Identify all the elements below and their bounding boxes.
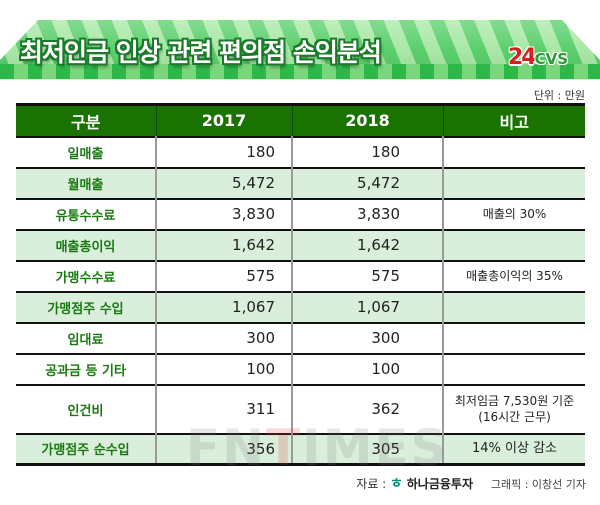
source-name: 하나금융투자 bbox=[406, 477, 474, 491]
row-note bbox=[442, 136, 585, 168]
table-row: 가맹점주 수입 1,067 1,067 bbox=[16, 291, 585, 323]
row-note bbox=[442, 353, 585, 385]
value-2017: 1,067 bbox=[155, 291, 292, 323]
column-header-2018: 2018 bbox=[291, 104, 443, 137]
row-note bbox=[442, 167, 585, 199]
table-row: 일매출 180 180 bbox=[16, 136, 585, 168]
row-note: 매출의 30% bbox=[442, 198, 585, 230]
row-category: 매출총이익 bbox=[55, 239, 116, 255]
hana-logo-icon: ㅎ bbox=[390, 476, 403, 492]
table-row: 인건비 311 362 최저임금 7,530원 기준 (16시간 근무) bbox=[16, 384, 585, 434]
table-row: 임대료 300 300 bbox=[16, 322, 585, 354]
row-category: 가맹점주 수입 bbox=[47, 301, 124, 317]
value-2018: 3,830 bbox=[291, 198, 443, 230]
value-2018: 5,472 bbox=[291, 167, 443, 199]
value-2018: 362 bbox=[291, 384, 443, 434]
value-2018: 300 bbox=[291, 322, 443, 354]
row-note bbox=[442, 322, 585, 354]
column-header-2017: 2017 bbox=[155, 104, 292, 137]
row-note bbox=[442, 229, 585, 261]
row-category: 월매출 bbox=[67, 177, 104, 193]
row-category: 가맹수수료 bbox=[55, 270, 116, 286]
row-category: 인건비 bbox=[67, 403, 104, 419]
page-title: 최저인금 인상 관련 편의점 손익분석 bbox=[20, 38, 382, 67]
value-2017: 300 bbox=[155, 322, 292, 354]
table-row: 매출총이익 1,642 1,642 bbox=[16, 229, 585, 261]
value-2018: 180 bbox=[291, 136, 443, 168]
value-2018: 575 bbox=[291, 260, 443, 292]
value-2017: 180 bbox=[155, 136, 292, 168]
note-line-2: (16시간 근무) bbox=[478, 410, 551, 424]
value-2018: 1,642 bbox=[291, 229, 443, 261]
column-header-note: 비고 bbox=[442, 104, 585, 137]
row-note bbox=[442, 291, 585, 323]
brand-logo: 24CVS bbox=[508, 45, 568, 70]
value-2018: 305 bbox=[291, 433, 443, 465]
row-category: 일매출 bbox=[67, 146, 104, 162]
value-2017: 100 bbox=[155, 353, 292, 385]
value-2017: 356 bbox=[155, 433, 292, 465]
value-2018: 100 bbox=[291, 353, 443, 385]
value-2017: 311 bbox=[155, 384, 292, 434]
column-header-category: 구분 bbox=[71, 112, 101, 132]
table-row: 월매출 5,472 5,472 bbox=[16, 167, 585, 199]
row-note: 매출총이익의 35% bbox=[442, 260, 585, 292]
brand-number: 24 bbox=[508, 45, 537, 70]
value-2017: 575 bbox=[155, 260, 292, 292]
unit-label: 단위 : 만원 bbox=[533, 89, 585, 102]
source-label: 자료 : bbox=[356, 477, 391, 491]
row-note: 최저임금 7,530원 기준 (16시간 근무) bbox=[442, 384, 585, 434]
table-row: 공과금 등 기타 100 100 bbox=[16, 353, 585, 385]
awning-valance bbox=[0, 64, 600, 80]
graphic-credit: 그래픽 : 이창선 기자 bbox=[490, 478, 586, 491]
row-note: 14% 이상 감소 bbox=[442, 433, 585, 465]
analysis-table: 구분 2017 2018 비고 일매출 180 180 월매출 5,472 5,… bbox=[16, 103, 585, 466]
brand-text: CVS bbox=[534, 50, 569, 68]
table-row: 유통수수료 3,830 3,830 매출의 30% bbox=[16, 198, 585, 230]
table-row: 가맹수수료 575 575 매출총이익의 35% bbox=[16, 260, 585, 292]
table-header-row: 구분 2017 2018 비고 bbox=[16, 104, 585, 137]
table-row: 가맹점주 순수입 356 305 14% 이상 감소 bbox=[16, 433, 585, 465]
row-category: 유통수수료 bbox=[55, 208, 116, 224]
note-line-1: 최저임금 7,530원 기준 bbox=[454, 394, 575, 408]
value-2017: 5,472 bbox=[155, 167, 292, 199]
value-2017: 3,830 bbox=[155, 198, 292, 230]
value-2018: 1,067 bbox=[291, 291, 443, 323]
value-2017: 1,642 bbox=[155, 229, 292, 261]
row-category: 공과금 등 기타 bbox=[45, 363, 126, 379]
footer-credits: 자료 : ㅎ 하나금융투자 그래픽 : 이창선 기자 bbox=[356, 473, 586, 493]
row-category: 가맹점주 순수입 bbox=[41, 443, 130, 459]
row-category: 임대료 bbox=[67, 332, 104, 348]
